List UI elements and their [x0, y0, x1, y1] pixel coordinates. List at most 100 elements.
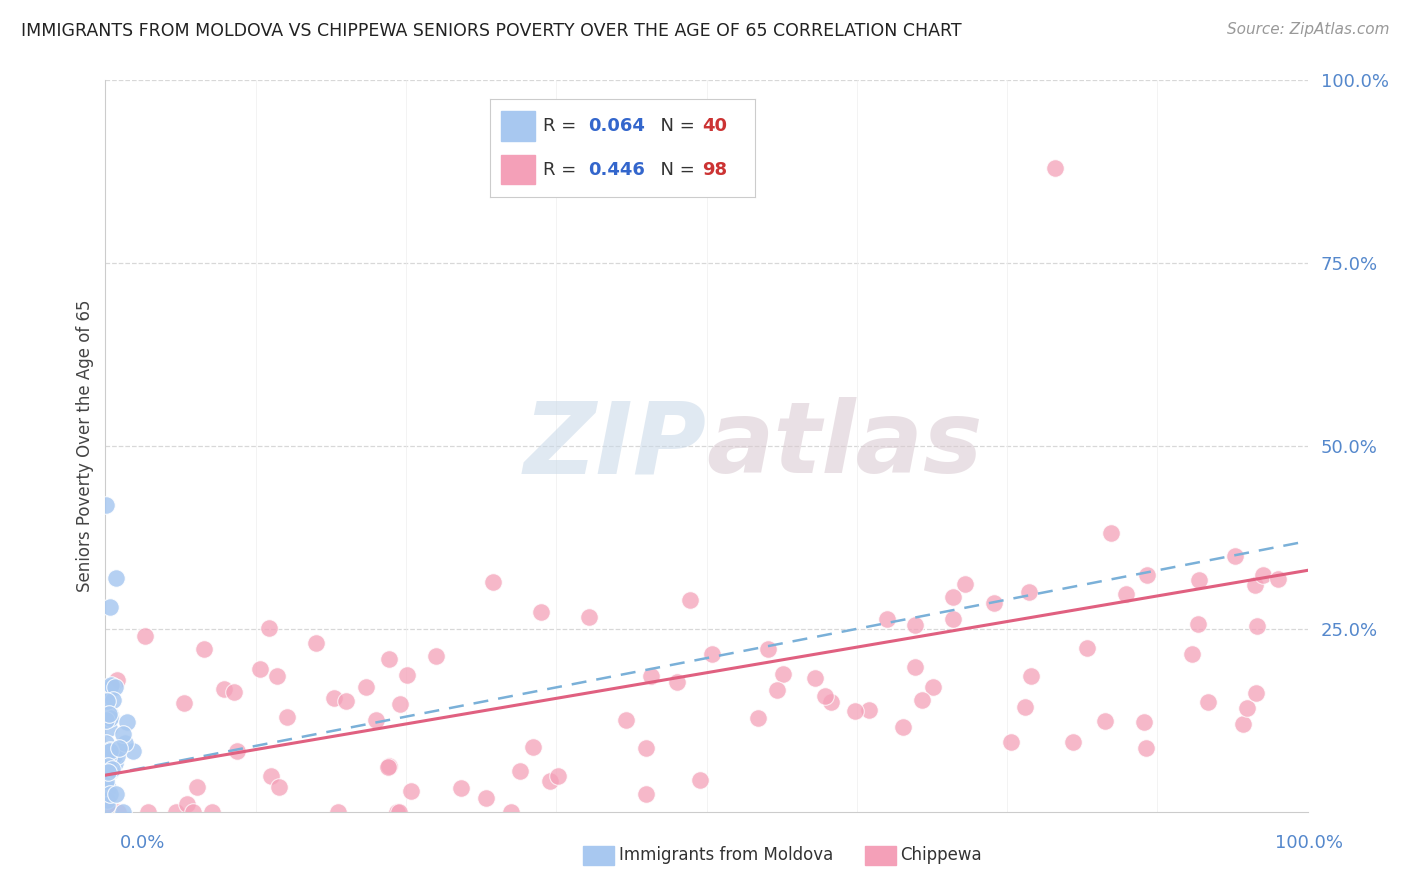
Point [876, 612, 898, 626]
Point [326, 805, 349, 819]
Point [844, 705, 866, 719]
Point [377, 760, 399, 774]
Point [942, 590, 965, 604]
Point [100, 710, 122, 724]
Point [322, 691, 344, 706]
Point [904, 660, 927, 674]
Point [747, 711, 769, 725]
Point [1236, 701, 1258, 715]
Point [107, 805, 129, 819]
Point [1188, 573, 1211, 587]
Point [942, 612, 965, 626]
Point [1062, 735, 1084, 749]
Point [378, 651, 401, 665]
Point [1076, 640, 1098, 655]
Point [114, 736, 136, 750]
Point [249, 662, 271, 676]
Point [578, 610, 600, 624]
Point [335, 694, 357, 708]
Point [1267, 572, 1289, 586]
Point [94, 713, 117, 727]
Point [107, 740, 129, 755]
Point [983, 596, 1005, 610]
Point [814, 689, 837, 703]
Point [193, 641, 215, 656]
Point [547, 769, 569, 783]
Point [953, 576, 976, 591]
Point [614, 713, 637, 727]
Point [97, 750, 120, 764]
Point [97, 780, 120, 795]
Point [1135, 741, 1157, 756]
Point [100, 750, 122, 764]
Point [387, 805, 409, 819]
Text: Immigrants from Moldova: Immigrants from Moldova [619, 846, 832, 863]
Point [257, 621, 280, 635]
Point [186, 780, 208, 794]
Point [97, 759, 120, 773]
Point [267, 780, 290, 794]
Point [634, 787, 657, 801]
Point [501, 805, 523, 819]
Point [401, 784, 423, 798]
Point [98, 742, 121, 756]
Point [97, 721, 120, 735]
Point [1019, 669, 1042, 683]
Point [105, 673, 128, 688]
Point [425, 649, 447, 664]
Point [97, 707, 120, 722]
Point [94, 685, 117, 699]
Point [396, 668, 419, 682]
Point [225, 744, 247, 758]
Text: Chippewa: Chippewa [900, 846, 981, 863]
Point [538, 774, 561, 789]
Point [100, 764, 122, 778]
Point [222, 685, 245, 699]
Point [115, 714, 138, 729]
Point [101, 679, 124, 693]
Point [1197, 695, 1219, 709]
Point [304, 635, 326, 649]
Point [364, 713, 387, 727]
Point [94, 498, 117, 512]
Point [1133, 715, 1156, 730]
Point [1018, 585, 1040, 599]
Point [136, 805, 159, 819]
Point [911, 692, 934, 706]
Point [1223, 549, 1246, 563]
Text: 0.0%: 0.0% [120, 834, 165, 852]
Point [98, 711, 121, 725]
Point [134, 629, 156, 643]
Point [96, 694, 118, 708]
Point [1043, 161, 1066, 175]
Point [1094, 714, 1116, 728]
Text: atlas: atlas [707, 398, 983, 494]
Point [354, 680, 377, 694]
Point [509, 764, 531, 778]
Point [104, 756, 127, 770]
Point [96, 797, 118, 812]
Point [634, 740, 657, 755]
Point [891, 720, 914, 734]
Point [165, 805, 187, 819]
Point [266, 669, 288, 683]
Point [173, 696, 195, 710]
Point [772, 666, 794, 681]
Point [481, 574, 503, 589]
Point [689, 772, 711, 787]
Point [100, 678, 122, 692]
Point [450, 780, 472, 795]
Point [475, 790, 498, 805]
Point [640, 669, 662, 683]
Point [1000, 735, 1022, 749]
Point [105, 787, 128, 801]
Point [1232, 716, 1254, 731]
Point [98, 788, 121, 802]
Point [276, 709, 298, 723]
Point [758, 642, 780, 657]
Point [100, 762, 122, 776]
Point [1187, 616, 1209, 631]
Point [1115, 587, 1137, 601]
Point [122, 744, 145, 758]
Text: Source: ZipAtlas.com: Source: ZipAtlas.com [1226, 22, 1389, 37]
